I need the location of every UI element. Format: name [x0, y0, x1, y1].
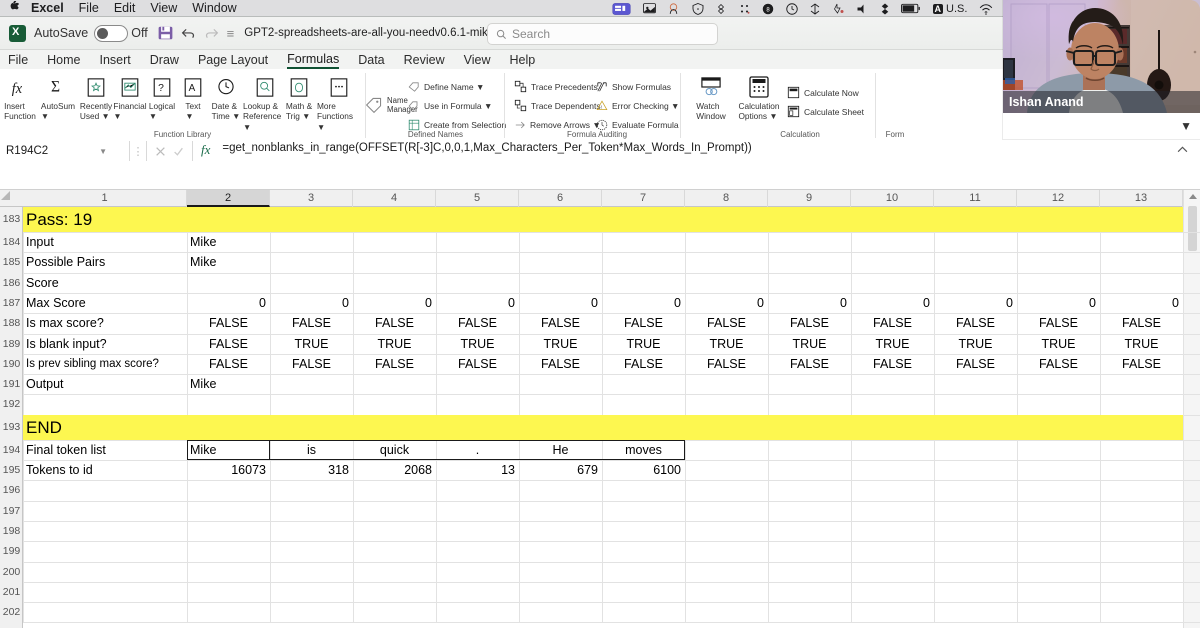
svg-text:fx: fx	[11, 81, 22, 97]
svg-text:!: !	[601, 104, 602, 109]
svg-text:?: ?	[158, 82, 164, 93]
svg-text:A: A	[189, 82, 196, 93]
svg-text:Σ: Σ	[51, 79, 60, 96]
